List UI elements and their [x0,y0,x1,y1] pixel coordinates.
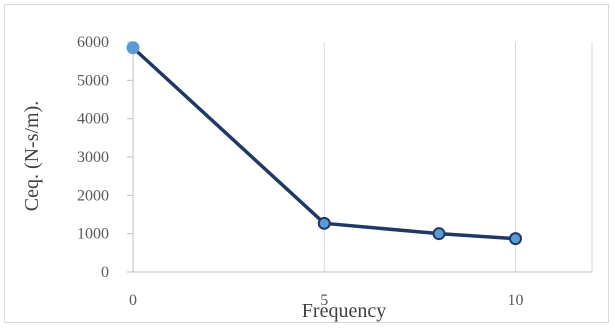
y-tick-label: 3000 [77,149,109,166]
chart-frame [4,4,609,323]
x-tick-label: 5 [320,292,328,309]
grid-lines [323,42,593,272]
y-tick-label: 4000 [77,111,109,128]
y-tick-label: 5000 [77,72,109,89]
y-tick-label: 0 [101,264,109,281]
x-tick-label: 10 [508,292,524,309]
y-tick-label: 6000 [77,34,109,51]
data-point [432,227,446,241]
tick-labels: 0 1000 2000 3000 4000 5000 6000 0 5 10 [77,34,524,309]
series-line [131,46,516,241]
x-tick-label: 0 [129,292,137,309]
y-axis-title: Ceq. (N-s/m). [21,101,43,212]
data-point [126,41,140,55]
series [126,41,522,246]
y-tick-label: 1000 [77,226,109,243]
y-tick-label: 2000 [77,187,109,204]
data-point [317,216,331,230]
x-axis-title: Frequency [302,300,386,322]
axes [127,41,592,273]
data-point [509,232,522,246]
